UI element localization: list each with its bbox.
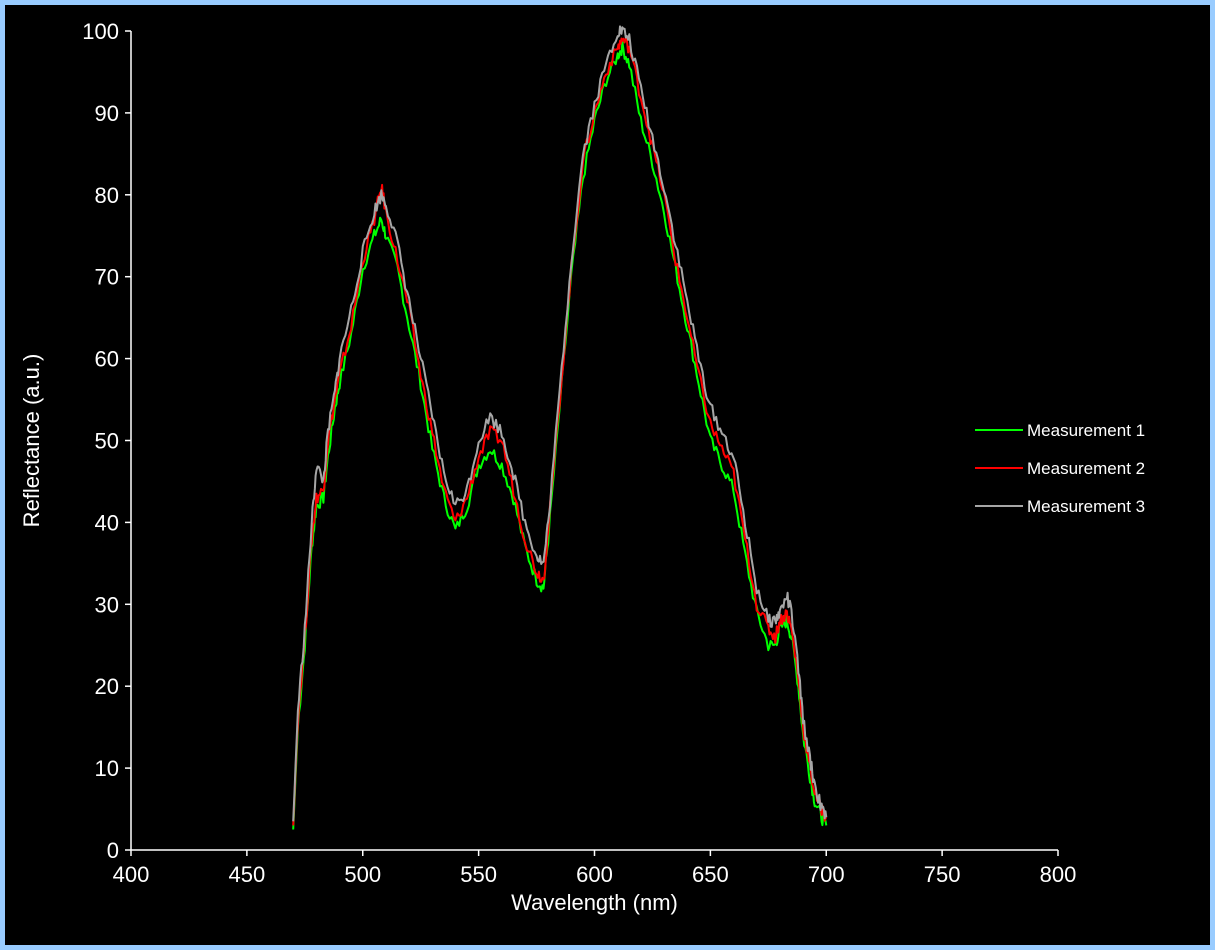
y-tick-label: 0 — [107, 838, 119, 863]
x-tick-label: 550 — [460, 862, 497, 887]
y-tick-label: 20 — [95, 674, 119, 699]
plot-background: 0 10 20 30 40 50 60 70 80 90 100 400 450 500 550 600 650… — [5, 5, 1210, 945]
y-tick-label: 40 — [95, 510, 119, 535]
y-tick-label: 80 — [95, 183, 119, 208]
x-tick-label: 650 — [692, 862, 729, 887]
x-tick-label: 750 — [924, 862, 961, 887]
x-tick-label: 600 — [576, 862, 613, 887]
reflectance-chart: 0 10 20 30 40 50 60 70 80 90 100 400 450 500 550 600 650… — [19, 19, 1145, 915]
y-tick-label: 100 — [82, 19, 119, 44]
x-tick-label: 700 — [808, 862, 845, 887]
y-tick-label: 50 — [95, 429, 119, 454]
y-tick-label: 70 — [95, 265, 119, 290]
y-axis-title: Reflectance (a.u.) — [19, 354, 44, 528]
x-tick-label: 500 — [344, 862, 381, 887]
legend: Measurement 1 Measurement 2 Measurement 3 — [975, 421, 1145, 516]
y-tick-label: 90 — [95, 101, 119, 126]
legend-label-3: Measurement 3 — [1027, 497, 1145, 516]
series-line-1 — [292, 40, 828, 830]
y-tick-label: 10 — [95, 756, 119, 781]
x-tick-label: 800 — [1040, 862, 1077, 887]
x-tick-label: 450 — [229, 862, 266, 887]
x-axis-title: Wavelength (nm) — [511, 890, 678, 915]
y-tick-label: 60 — [95, 347, 119, 372]
legend-label-1: Measurement 1 — [1027, 421, 1145, 440]
series-line-3 — [292, 25, 828, 822]
axis-layer: 0 10 20 30 40 50 60 70 80 90 100 400 450 500 550 600 650… — [82, 19, 1076, 887]
legend-label-2: Measurement 2 — [1027, 459, 1145, 478]
series-layer — [292, 25, 828, 830]
series-line-2 — [292, 37, 828, 826]
x-tick-label: 400 — [113, 862, 150, 887]
y-tick-label: 30 — [95, 592, 119, 617]
